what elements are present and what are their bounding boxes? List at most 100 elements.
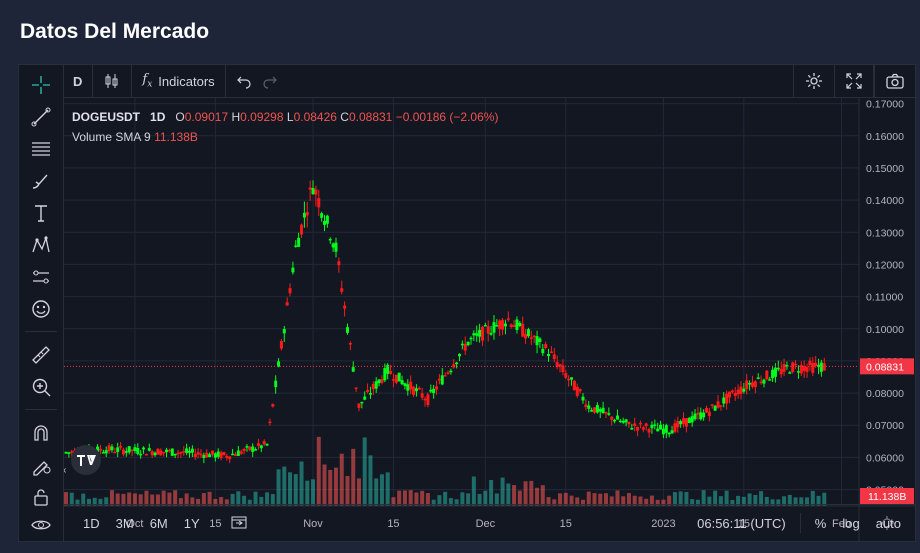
candle-body	[802, 365, 806, 371]
volume-bar	[155, 494, 160, 506]
tradingview-logo[interactable]	[71, 445, 101, 475]
candle-body	[570, 377, 574, 380]
fullscreen-button[interactable]	[834, 65, 874, 97]
redo-button[interactable]	[262, 65, 288, 97]
range-1d-button[interactable]: 1D	[83, 515, 100, 531]
candle-body	[463, 343, 467, 351]
candle-body	[641, 427, 645, 430]
volume-bar	[115, 493, 120, 506]
candle-body	[478, 329, 482, 337]
volume-bar	[270, 494, 275, 506]
candle-body	[705, 407, 709, 413]
volume-bar	[569, 495, 574, 506]
candle-body	[592, 407, 596, 413]
candle-body	[518, 322, 522, 327]
log-scale-toggle[interactable]: log	[842, 515, 860, 531]
candle-body	[107, 445, 111, 452]
candle-body	[360, 401, 364, 404]
chart-type-button[interactable]	[93, 65, 133, 97]
volume-bar	[540, 485, 545, 506]
range-1y-button[interactable]: 1Y	[183, 515, 200, 531]
volume-bar	[437, 495, 442, 506]
candle-body	[446, 372, 450, 374]
magnet-icon[interactable]	[25, 419, 57, 447]
volume-bar	[213, 498, 218, 506]
ruler-icon[interactable]	[25, 341, 57, 369]
auto-scale-toggle[interactable]: auto	[875, 515, 901, 531]
snapshot-button[interactable]	[874, 65, 915, 97]
candle-body	[480, 326, 484, 341]
candle-body	[256, 443, 260, 446]
price-tick-label: 0.15000	[866, 163, 904, 175]
volume-bar	[466, 493, 471, 506]
eye-icon[interactable]	[25, 511, 57, 539]
text-tool-icon[interactable]	[25, 199, 57, 227]
range-3m-button[interactable]: 3M	[115, 515, 134, 531]
candle-body	[133, 447, 137, 451]
clock-time[interactable]: 06:56:11 (UTC)	[697, 515, 786, 531]
prediction-icon[interactable]	[25, 263, 57, 291]
volume-bar	[69, 492, 74, 506]
range-6m-button[interactable]: 6M	[149, 515, 168, 531]
candle-body	[119, 446, 123, 448]
volume-bar	[178, 498, 183, 506]
brush-icon[interactable]	[25, 167, 57, 195]
collapse-toolbar-icon[interactable]: ‹	[63, 465, 66, 476]
volume-bar	[638, 496, 643, 506]
volume-bar	[483, 490, 488, 506]
volume-bar	[161, 490, 166, 506]
candle-body	[647, 429, 651, 433]
candle-body	[492, 322, 496, 333]
volume-bar	[764, 496, 769, 506]
indicators-button[interactable]: fx Indicators	[132, 65, 226, 97]
candle-body	[147, 448, 151, 451]
percent-scale-toggle[interactable]: %	[814, 515, 827, 531]
volume-bar	[345, 475, 350, 506]
price-chart[interactable]: 0.17000 0.16000 0.15000 0.14000 0.13000 0.120…	[63, 98, 915, 541]
volume-bar	[282, 466, 287, 506]
bottom-toolbar: 1D 3M 6M 1Y 06:56:11 (UTC) % log auto	[63, 504, 915, 541]
volume-bar	[678, 491, 683, 506]
volume-bar	[207, 491, 212, 506]
candle-body	[785, 365, 789, 367]
trend-line-icon[interactable]	[25, 103, 57, 131]
symbol-label[interactable]: DOGEUSDT	[72, 110, 141, 124]
axis-settings-icon[interactable]	[880, 516, 894, 530]
candle-body	[173, 453, 177, 456]
crosshair-icon[interactable]	[25, 71, 57, 99]
candle-body	[357, 403, 361, 408]
calendar-range-icon	[230, 516, 248, 533]
candle-body	[627, 421, 631, 425]
candle-body	[664, 425, 668, 433]
volume-bar	[144, 490, 149, 506]
date-range-button[interactable]	[222, 514, 256, 533]
candle-body	[756, 377, 760, 379]
zoom-in-icon[interactable]	[25, 373, 57, 401]
volume-bar	[293, 474, 298, 506]
volume-bar	[75, 499, 80, 506]
lock-icon[interactable]	[25, 483, 57, 511]
candle-body	[380, 379, 384, 383]
pattern-icon[interactable]	[25, 231, 57, 259]
candle-body	[621, 420, 625, 423]
volume-bar	[626, 493, 631, 506]
candle-body	[196, 452, 200, 455]
volume-bar	[581, 499, 586, 506]
candle-body	[328, 238, 332, 241]
emoji-icon[interactable]	[25, 295, 57, 323]
settings-button[interactable]	[793, 65, 834, 97]
lock-drawing-icon[interactable]	[25, 451, 57, 479]
undo-button[interactable]	[226, 65, 262, 97]
candle-body	[423, 398, 427, 401]
candle-body	[311, 188, 315, 195]
candle-body	[722, 397, 726, 404]
volume-bar	[695, 499, 700, 506]
volume-bar	[311, 479, 316, 506]
candle-body	[472, 333, 476, 336]
candle-body	[661, 428, 665, 435]
candle-body	[426, 394, 430, 406]
chart-area[interactable]: 0.17000 0.16000 0.15000 0.14000 0.13000 0.120…	[63, 98, 915, 541]
fib-retracement-icon[interactable]	[25, 135, 57, 163]
interval-button[interactable]: D	[63, 65, 94, 97]
candle-body	[535, 336, 539, 346]
